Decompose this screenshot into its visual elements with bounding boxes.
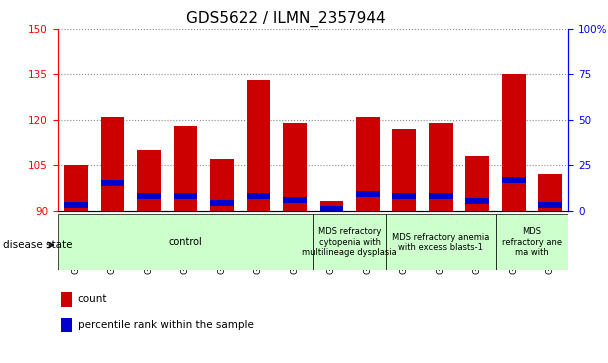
Bar: [539, 174, 562, 211]
Bar: [137, 150, 161, 211]
Bar: [58, 214, 313, 270]
Text: disease state: disease state: [3, 240, 72, 250]
Bar: [356, 191, 379, 197]
Text: percentile rank within the sample: percentile rank within the sample: [78, 320, 254, 330]
Bar: [283, 197, 306, 203]
Bar: [61, 292, 72, 307]
Bar: [64, 202, 88, 208]
Text: MDS
refractory ane
ma with: MDS refractory ane ma with: [502, 227, 562, 257]
Bar: [386, 214, 496, 270]
Bar: [429, 193, 452, 199]
Bar: [539, 202, 562, 208]
Bar: [502, 74, 525, 211]
Bar: [210, 200, 233, 206]
Bar: [247, 81, 270, 211]
Text: control: control: [168, 237, 202, 247]
Bar: [283, 123, 306, 211]
Text: GDS5622 / ILMN_2357944: GDS5622 / ILMN_2357944: [186, 11, 385, 27]
Bar: [319, 201, 343, 211]
Bar: [429, 123, 452, 211]
Bar: [61, 318, 72, 332]
Bar: [173, 126, 197, 211]
Bar: [137, 193, 161, 199]
Text: MDS refractory
cytopenia with
multilineage dysplasia: MDS refractory cytopenia with multilinea…: [302, 227, 397, 257]
Bar: [393, 193, 416, 199]
Bar: [356, 117, 379, 211]
Bar: [100, 117, 124, 211]
Bar: [173, 193, 197, 199]
Bar: [502, 177, 525, 183]
Bar: [100, 180, 124, 186]
Bar: [210, 159, 233, 211]
Bar: [64, 165, 88, 211]
Text: count: count: [78, 294, 108, 305]
Bar: [496, 214, 568, 270]
Bar: [247, 193, 270, 199]
Bar: [466, 156, 489, 211]
Bar: [313, 214, 386, 270]
Bar: [319, 206, 343, 212]
Text: MDS refractory anemia
with excess blasts-1: MDS refractory anemia with excess blasts…: [392, 233, 489, 252]
Bar: [466, 199, 489, 204]
Bar: [393, 129, 416, 211]
